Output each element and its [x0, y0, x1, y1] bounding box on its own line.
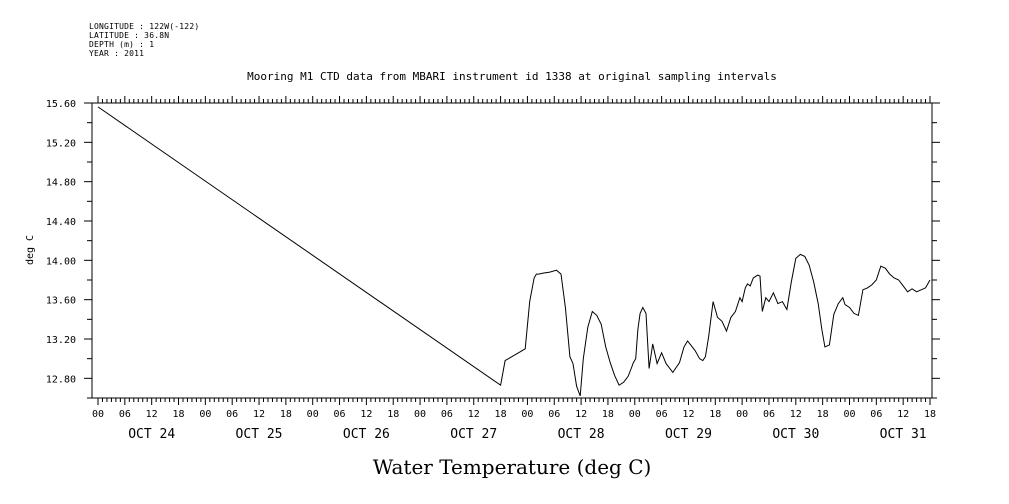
- y-tick-label: 13.20: [46, 335, 76, 346]
- x-hour-label: 00: [199, 409, 211, 420]
- x-hour-label: 06: [656, 409, 668, 420]
- y-tick-label: 14.40: [46, 217, 76, 228]
- x-hour-label: 18: [387, 409, 399, 420]
- metadata-block: LONGITUDE : 122W(-122) LATITUDE : 36.8N …: [89, 22, 199, 58]
- x-day-label: OCT 29: [665, 427, 712, 442]
- x-hour-label: 12: [575, 409, 587, 420]
- x-hour-label: 00: [629, 409, 641, 420]
- x-hour-label: 18: [924, 409, 936, 420]
- y-tick-label: 12.80: [46, 374, 76, 385]
- x-axis: 00 06 12 18 00 06 12 18 00 06 12 18 00 06 12 18 00 06 12 18…: [92, 96, 936, 442]
- x-hour-label: 06: [119, 409, 131, 420]
- chart-title: Mooring M1 CTD data from MBARI instrumen…: [247, 70, 777, 83]
- y-tick-label: 14.80: [46, 178, 76, 189]
- metadata-latitude: LATITUDE : 36.8N: [89, 31, 170, 40]
- x-hour-label: 00: [521, 409, 533, 420]
- y-tick-label: 15.60: [46, 99, 76, 110]
- plot-frame: [91, 102, 933, 399]
- x-axis-title: Water Temperature (deg C): [373, 455, 652, 479]
- x-day-label: OCT 26: [343, 427, 390, 442]
- x-hour-label: 06: [441, 409, 453, 420]
- x-hour-label: 06: [763, 409, 775, 420]
- x-hour-label: 00: [414, 409, 426, 420]
- x-hour-label: 12: [790, 409, 802, 420]
- metadata-longitude: LONGITUDE : 122W(-122): [89, 22, 200, 31]
- metadata-year: YEAR : 2011: [89, 49, 145, 58]
- metadata-depth: DEPTH (m) : 1: [89, 40, 155, 49]
- x-hour-label: 18: [602, 409, 614, 420]
- x-hour-label: 12: [468, 409, 480, 420]
- x-hour-label: 12: [360, 409, 372, 420]
- x-day-label: OCT 25: [236, 427, 283, 442]
- x-hour-label: 00: [736, 409, 748, 420]
- x-hour-label: 18: [495, 409, 507, 420]
- x-hour-label: 18: [709, 409, 721, 420]
- temperature-series-line: [97, 106, 931, 397]
- x-hour-label: 12: [253, 409, 265, 420]
- x-hour-label: 00: [843, 409, 855, 420]
- x-hour-label: 18: [280, 409, 292, 420]
- x-hour-label: 06: [548, 409, 560, 420]
- y-axis: 12.80 13.20 13.60 14.00 14.40 14.80 15.20 15.60: [46, 99, 940, 399]
- x-hour-label: 12: [682, 409, 694, 420]
- y-axis-label: deg C: [25, 235, 36, 265]
- y-tick-label: 14.00: [46, 256, 76, 267]
- x-hour-label: 12: [146, 409, 158, 420]
- x-day-label: OCT 28: [558, 427, 605, 442]
- x-hour-label: 06: [334, 409, 346, 420]
- x-hour-label: 12: [897, 409, 909, 420]
- x-hour-label: 00: [307, 409, 319, 420]
- x-day-label: OCT 30: [772, 427, 819, 442]
- x-day-label: OCT 27: [450, 427, 497, 442]
- x-day-label: OCT 31: [880, 427, 927, 442]
- x-hour-label: 18: [817, 409, 829, 420]
- x-hour-label: 06: [870, 409, 882, 420]
- x-hour-label: 18: [172, 409, 184, 420]
- x-hour-label: 06: [226, 409, 238, 420]
- x-day-label: OCT 24: [128, 427, 175, 442]
- y-tick-label: 15.20: [46, 138, 76, 149]
- y-tick-label: 13.60: [46, 296, 76, 307]
- x-hour-label: 00: [92, 409, 104, 420]
